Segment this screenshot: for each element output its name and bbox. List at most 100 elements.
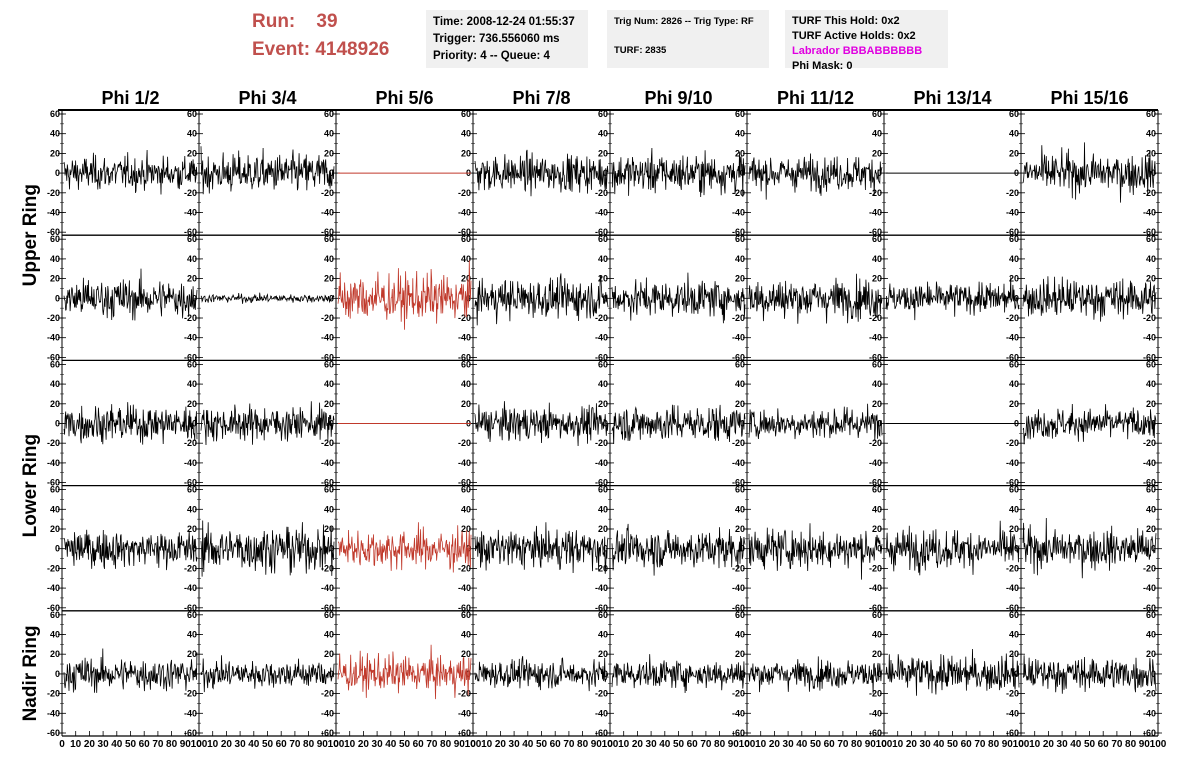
x-tick-label: 30 (646, 739, 658, 750)
waveform-trace (1022, 517, 1157, 579)
y-tick-label: 40 (187, 254, 197, 264)
y-tick-label: 20 (50, 524, 60, 534)
y-tick-label: 20 (1146, 649, 1156, 659)
y-tick-label: 20 (461, 524, 471, 534)
x-tick-label: 0 (607, 739, 613, 750)
y-tick-label: 60 (1009, 234, 1019, 244)
y-tick-label: 60 (50, 485, 60, 495)
event-value: 4148926 (315, 39, 390, 60)
x-tick-label: 10 (344, 739, 356, 750)
y-tick-label: 60 (872, 234, 882, 244)
y-tick-label: 60 (187, 109, 197, 119)
column-header: Phi 9/10 (644, 88, 712, 108)
y-tick-label: 60 (872, 109, 882, 119)
y-tick-label: 20 (735, 274, 745, 284)
waveform-trace (885, 277, 1020, 321)
y-tick-label: 60 (461, 109, 471, 119)
x-tick-label: 30 (235, 739, 247, 750)
y-tick-label: -40 (1006, 333, 1019, 343)
y-tick-label: -60 (184, 352, 197, 362)
y-tick-label: -60 (321, 728, 334, 738)
waveform-trace (885, 520, 1020, 576)
y-tick-label: -20 (47, 563, 60, 573)
y-tick-label: -40 (595, 708, 608, 718)
y-tick-label: 40 (1009, 630, 1019, 640)
y-tick-label: -60 (184, 603, 197, 613)
y-tick-label: -40 (1006, 458, 1019, 468)
y-tick-label: 20 (1146, 148, 1156, 158)
x-tick-label: 50 (125, 739, 137, 750)
x-tick-label: 0 (1018, 739, 1024, 750)
y-tick-label: -40 (321, 208, 334, 218)
waveform-trace (611, 272, 746, 324)
y-tick-label: 40 (1146, 254, 1156, 264)
y-tick-label: 20 (461, 274, 471, 284)
y-tick-label: 20 (598, 274, 608, 284)
y-tick-label: -60 (184, 227, 197, 237)
y-tick-label: -40 (1143, 333, 1156, 343)
y-tick-label: -40 (732, 458, 745, 468)
waveform-trace (885, 648, 1020, 696)
trig-num-text: Trig Num: 2826 -- Trig Type: RF (614, 16, 754, 27)
y-tick-label: 60 (324, 109, 334, 119)
y-tick-label: -20 (595, 563, 608, 573)
y-tick-label: 40 (1146, 504, 1156, 514)
x-tick-label: 50 (1084, 739, 1096, 750)
y-tick-label: 40 (735, 630, 745, 640)
waveform-trace (1022, 403, 1157, 445)
y-tick-label: 60 (461, 234, 471, 244)
waveform-trace (611, 147, 746, 198)
y-tick-label: -40 (869, 708, 882, 718)
column-header: Phi 13/14 (913, 88, 991, 108)
y-tick-label: 20 (872, 649, 882, 659)
priority-text: Priority: 4 -- Queue: 4 (433, 50, 550, 62)
turf-info-box: TURF This Hold: 0x2 TURF Active Holds: 0… (785, 10, 948, 72)
y-tick-label: -60 (732, 728, 745, 738)
y-tick-label: -40 (47, 458, 60, 468)
y-tick-label: -20 (458, 689, 471, 699)
y-tick-label: 0 (192, 168, 197, 178)
waveform-trace (748, 656, 883, 694)
y-tick-label: -60 (1006, 603, 1019, 613)
column-header: Phi 11/12 (777, 88, 854, 108)
y-tick-label: 20 (187, 524, 197, 534)
y-tick-label: -60 (732, 227, 745, 237)
x-tick-label: 40 (659, 739, 671, 750)
y-tick-label: 20 (1009, 649, 1019, 659)
y-tick-label: -20 (1006, 188, 1019, 198)
y-tick-label: 60 (735, 485, 745, 495)
x-tick-label: 80 (714, 739, 726, 750)
y-tick-label: -60 (869, 227, 882, 237)
y-tick-label: -60 (321, 478, 334, 488)
y-tick-label: -40 (869, 458, 882, 468)
y-tick-label: 60 (598, 359, 608, 369)
x-tick-label: 0 (59, 739, 65, 750)
x-tick-label: 40 (522, 739, 534, 750)
y-tick-label: 20 (187, 148, 197, 158)
y-tick-label: -20 (1143, 689, 1156, 699)
y-tick-label: 20 (50, 274, 60, 284)
y-tick-label: 60 (324, 485, 334, 495)
y-tick-label: -40 (458, 583, 471, 593)
y-tick-label: -40 (732, 333, 745, 343)
y-tick-label: -20 (732, 438, 745, 448)
waveform-trace (63, 648, 198, 693)
y-tick-label: 20 (598, 399, 608, 409)
y-tick-label: -20 (458, 313, 471, 323)
y-tick-label: -40 (595, 583, 608, 593)
x-tick-label: 100 (191, 739, 208, 750)
y-tick-label: -40 (458, 333, 471, 343)
waveform-trace (611, 404, 746, 445)
x-tick-label: 60 (139, 739, 151, 750)
y-tick-label: 40 (598, 254, 608, 264)
y-tick-label: -20 (869, 689, 882, 699)
waveform-trace (611, 654, 746, 694)
y-tick-label: 40 (735, 379, 745, 389)
y-tick-label: 20 (1009, 274, 1019, 284)
y-tick-label: 40 (187, 504, 197, 514)
y-tick-label: -20 (321, 689, 334, 699)
y-tick-label: 60 (461, 610, 471, 620)
ring-label: Lower Ring (20, 434, 41, 537)
y-tick-label: -60 (595, 603, 608, 613)
x-tick-label: 100 (465, 739, 482, 750)
